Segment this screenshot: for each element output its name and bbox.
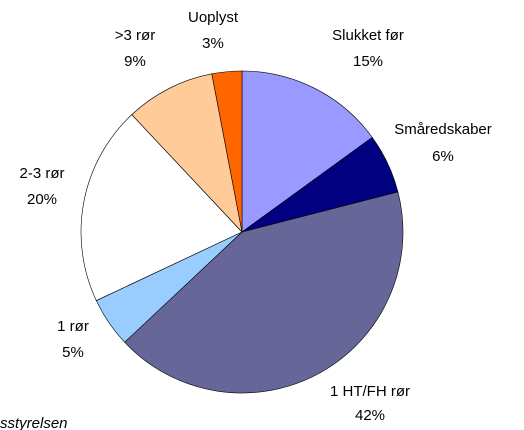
slice-label: Småredskaber — [394, 121, 492, 138]
slice-label: >3 rør — [115, 27, 155, 44]
slice-label: 2-3 rør — [20, 165, 65, 182]
pie-slice — [80, 114, 243, 301]
slice-label: Slukket før — [332, 27, 404, 44]
pie-slice — [211, 70, 243, 233]
slice-value: 5% — [62, 344, 84, 361]
slice-label: Uoplyst — [188, 9, 239, 26]
slice-value: 15% — [353, 53, 383, 70]
source-note: sstyrelsen — [0, 415, 68, 430]
slice-value: 20% — [27, 191, 57, 208]
slice-value: 42% — [355, 407, 385, 424]
slice-label: 1 rør — [57, 318, 89, 335]
pie-slice — [131, 73, 243, 233]
slice-label: 1 HT/FH rør — [330, 383, 410, 400]
pie-slice — [124, 191, 404, 394]
slice-value: 6% — [432, 148, 454, 165]
slice-value: 9% — [124, 53, 146, 70]
slice-value: 3% — [202, 35, 224, 52]
pie-slice — [241, 70, 373, 233]
